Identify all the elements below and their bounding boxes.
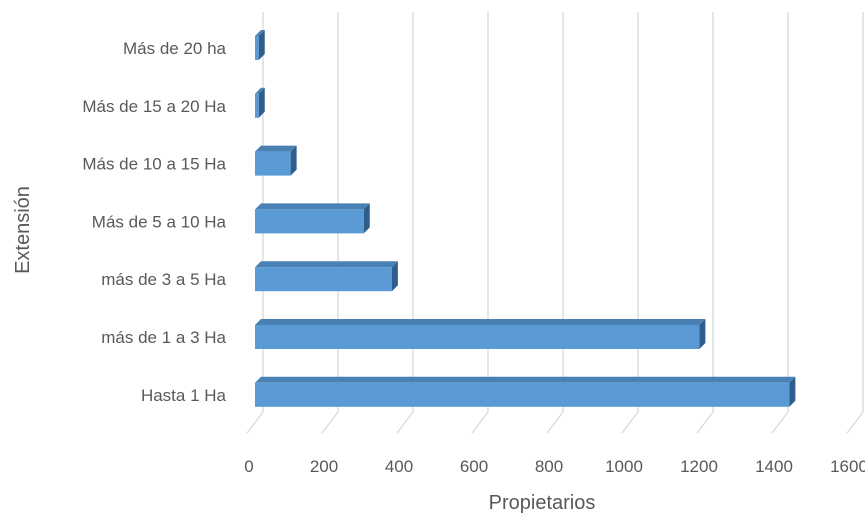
bar-top-face: [255, 30, 265, 36]
bar-front-face: [255, 209, 364, 234]
gridline-floor: [246, 411, 264, 434]
bar-top-face: [255, 319, 706, 325]
category-label: más de 1 a 3 Ha: [101, 328, 226, 347]
bar-front-face: [255, 151, 291, 176]
x-tick-label: 800: [535, 457, 563, 476]
bar: [255, 319, 706, 349]
bar-side-face: [391, 261, 398, 292]
x-tick-label: 1600: [830, 457, 865, 476]
category-label: Más de 15 a 20 Ha: [82, 97, 226, 116]
y-axis-title: Extensión: [12, 186, 34, 274]
bar-top-face: [255, 145, 297, 152]
bar-front-face: [255, 382, 790, 407]
bar: [255, 145, 297, 176]
category-label: más de 3 a 5 Ha: [101, 270, 226, 289]
x-tick-label: 400: [385, 457, 413, 476]
bar-front-face: [255, 267, 392, 292]
x-tick-label: 1400: [755, 457, 793, 476]
x-tick-label: 0: [244, 457, 253, 476]
x-tick-label: 200: [310, 457, 338, 476]
category-label: Más de 5 a 10 Ha: [92, 212, 227, 231]
gridline-floor: [846, 411, 864, 434]
gridline-floor: [621, 411, 639, 434]
gridline-floor: [471, 411, 489, 434]
category-labels: Más de 20 ha Más de 15 a 20 Ha Más de 10 a…: [82, 39, 226, 405]
bar-top-face: [255, 376, 796, 383]
x-tick-labels: 0 200 400 600 800 1000 1200 1400 1600: [244, 457, 865, 476]
bar-front-face: [255, 93, 259, 118]
bar: [255, 203, 370, 234]
gridlines: [246, 12, 864, 434]
bar-front-face: [255, 36, 259, 60]
gridline-floor: [696, 411, 714, 434]
category-label: Más de 10 a 15 Ha: [82, 155, 226, 174]
bar-side-face: [258, 30, 265, 60]
bar: [255, 376, 796, 407]
x-tick-label: 600: [460, 457, 488, 476]
bar-side-face: [290, 145, 297, 176]
bars: [255, 30, 796, 407]
gridline-floor: [396, 411, 414, 434]
x-tick-label: 1200: [680, 457, 718, 476]
bar: [255, 87, 265, 118]
bar-top-face: [255, 203, 370, 210]
bar-side-face: [699, 319, 706, 349]
gridline-floor: [771, 411, 789, 434]
bar-top-face: [255, 87, 265, 94]
category-label: Más de 20 ha: [123, 39, 227, 58]
category-label: Hasta 1 Ha: [141, 386, 227, 405]
x-tick-label: 1000: [605, 457, 643, 476]
gridline-floor: [321, 411, 339, 434]
bar-front-face: [255, 325, 700, 349]
bar-side-face: [363, 203, 370, 234]
gridline-floor: [546, 411, 564, 434]
bar: [255, 261, 398, 292]
bar-side-face: [258, 87, 265, 118]
bar-side-face: [789, 376, 796, 407]
bar: [255, 30, 265, 60]
bar-top-face: [255, 261, 398, 268]
x-axis-title: Propietarios: [489, 492, 596, 514]
